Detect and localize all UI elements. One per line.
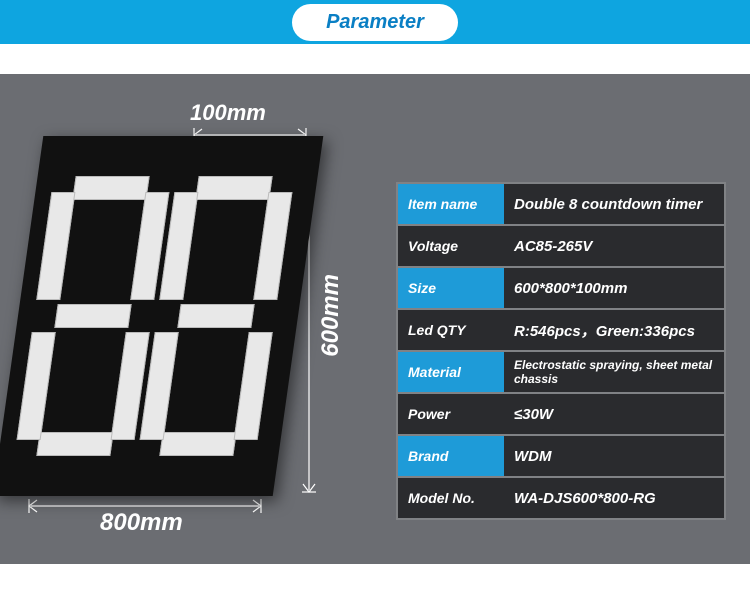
spec-row: MaterialElectrostatic spraying, sheet me… (398, 352, 724, 392)
dimension-height-label: 600mm (317, 274, 345, 357)
spec-value: Double 8 countdown timer (504, 184, 724, 224)
spec-label: Power (398, 394, 504, 434)
spec-row: Power≤30W (398, 394, 724, 434)
main-panel: 100mm 600mm 800mm (0, 74, 750, 564)
spec-row: BrandWDM (398, 436, 724, 476)
spec-value: WA-DJS600*800-RG (504, 478, 724, 518)
spec-value: R:546pcs，Green:336pcs (504, 310, 724, 350)
product-illustration: 100mm 600mm 800mm (0, 74, 370, 564)
spec-value: Electrostatic spraying, sheet metal chas… (504, 352, 724, 392)
dimension-width-arrow (25, 497, 265, 515)
spec-row: Size600*800*100mm (398, 268, 724, 308)
spec-label: Voltage (398, 226, 504, 266)
spec-label: Item name (398, 184, 504, 224)
spec-label: Material (398, 352, 504, 392)
spec-row: Item nameDouble 8 countdown timer (398, 184, 724, 224)
spec-row: Led QTYR:546pcs，Green:336pcs (398, 310, 724, 350)
header-stripe: Parameter (0, 0, 750, 44)
spec-value: AC85-265V (504, 226, 724, 266)
header-title: Parameter (326, 11, 424, 33)
spec-label: Model No. (398, 478, 504, 518)
spec-value: 600*800*100mm (504, 268, 724, 308)
device-drawing (18, 136, 298, 496)
spec-label: Size (398, 268, 504, 308)
dimension-depth-label: 100mm (190, 100, 266, 126)
spec-value: WDM (504, 436, 724, 476)
spec-row: VoltageAC85-265V (398, 226, 724, 266)
spec-row: Model No.WA-DJS600*800-RG (398, 478, 724, 518)
header-title-pill: Parameter (292, 4, 458, 41)
spec-table: Item nameDouble 8 countdown timerVoltage… (396, 182, 726, 520)
spec-value: ≤30W (504, 394, 724, 434)
spec-label: Brand (398, 436, 504, 476)
spec-label: Led QTY (398, 310, 504, 350)
